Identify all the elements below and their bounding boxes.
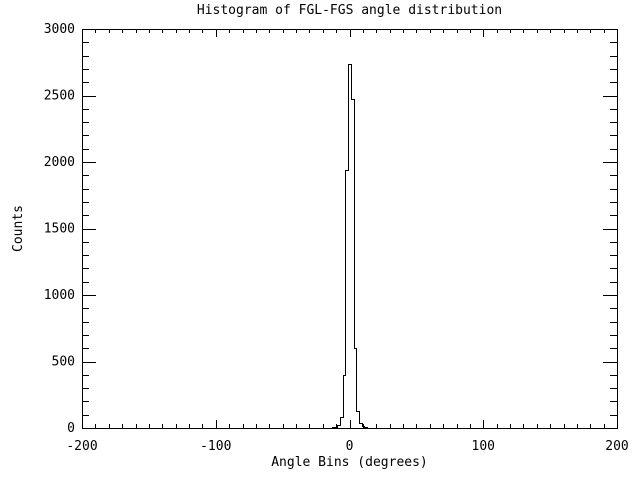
y-axis-label: Counts	[11, 205, 26, 252]
y-tick-label: 2000	[44, 155, 75, 170]
y-tick-label: 500	[52, 355, 75, 370]
x-tick-label: 200	[605, 439, 628, 454]
chart-title: Histogram of FGL-FGS angle distribution	[197, 3, 502, 18]
plot-frame	[82, 29, 618, 429]
histogram-step-line	[329, 64, 371, 429]
y-tick-label: 1500	[44, 222, 75, 237]
y-tick-label: 2500	[44, 89, 75, 104]
x-tick-label: -100	[200, 439, 231, 454]
y-axis-ticks	[82, 29, 617, 429]
y-tick-label: 1000	[44, 288, 75, 303]
x-tick-label: -200	[66, 439, 97, 454]
y-tick-label: 0	[67, 421, 75, 436]
x-axis-ticks	[82, 29, 618, 428]
y-tick-labels: 0 500 1000 1500 2000 2500 3000	[44, 22, 75, 436]
x-tick-label: 100	[472, 439, 495, 454]
y-tick-label: 3000	[44, 22, 75, 37]
x-tick-labels: -200 -100 0 100 200	[66, 439, 628, 454]
x-axis-label: Angle Bins (degrees)	[271, 455, 428, 470]
x-tick-label: 0	[346, 439, 354, 454]
